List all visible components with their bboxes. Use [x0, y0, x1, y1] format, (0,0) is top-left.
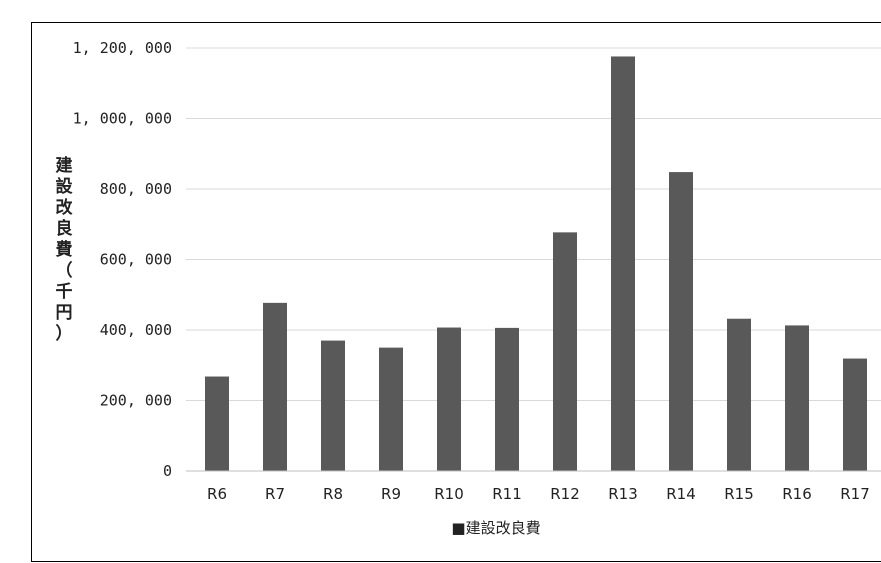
x-tick-label: R6: [207, 485, 227, 503]
y-tick-label: 200, 000: [100, 392, 172, 410]
x-tick-label: R15: [724, 485, 754, 503]
x-tick-label: R7: [265, 485, 285, 503]
x-tick-label: R9: [381, 485, 401, 503]
legend: ■建設改良費: [451, 519, 540, 537]
bar-chart: 0 200, 000 400, 000 600, 000 800, 000 1, 000,…: [56, 39, 881, 537]
x-axis-categories: R6 R7 R8 R9 R10 R11 R12 R13 R14 R15 R16 R17: [207, 485, 870, 503]
y-tick-label: 0: [163, 462, 172, 480]
x-tick-label: R14: [666, 485, 696, 503]
y-tick-label: 1, 200, 000: [73, 39, 172, 57]
y-tick-label: 800, 000: [100, 180, 172, 198]
bar-R17: [843, 358, 867, 471]
bar-R14: [669, 172, 693, 471]
y-axis-ticks: 0 200, 000 400, 000 600, 000 800, 000 1, 000,…: [73, 39, 172, 480]
bar-R8: [321, 340, 345, 471]
bar-R15: [727, 318, 751, 471]
bar-R10: [437, 327, 461, 471]
y-tick-label: 600, 000: [100, 251, 172, 269]
y-tick-label: 400, 000: [100, 321, 172, 339]
x-tick-label: R10: [434, 485, 464, 503]
bar-R7: [263, 302, 287, 471]
bar-R9: [379, 347, 403, 471]
bar-R13: [611, 56, 635, 472]
bar-R6: [205, 376, 229, 471]
bar-R11: [495, 327, 519, 471]
chart-frame: 0 200, 000 400, 000 600, 000 800, 000 1, 000,…: [31, 22, 881, 562]
legend-entry: ■建設改良費: [451, 519, 540, 537]
x-tick-label: R13: [608, 485, 638, 503]
y-axis-label: 建設改良費（千円）: [56, 155, 74, 344]
x-tick-label: R8: [323, 485, 343, 503]
gridlines: [186, 47, 881, 401]
x-tick-label: R16: [782, 485, 812, 503]
bar-R16: [785, 325, 809, 471]
bar-R12: [553, 232, 577, 471]
x-tick-label: R12: [550, 485, 580, 503]
x-tick-label: R17: [840, 485, 870, 503]
y-tick-label: 1, 000, 000: [73, 110, 172, 128]
x-tick-label: R11: [492, 485, 522, 503]
bars: [205, 56, 867, 472]
